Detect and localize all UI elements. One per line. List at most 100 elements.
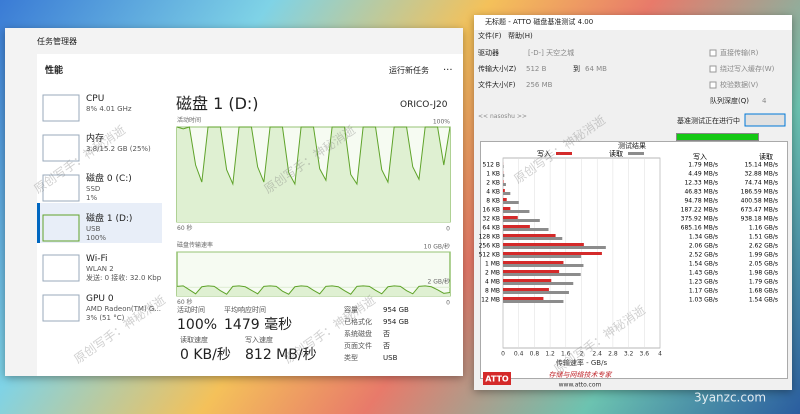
status-text: 基准测试正在进行中 [677, 117, 740, 125]
bar [503, 255, 582, 258]
brand: ATTO [485, 375, 509, 384]
chart-label: 磁盘传输速率 [177, 242, 214, 249]
property-label: 容量 [344, 306, 358, 314]
category-label: 512 B [483, 162, 500, 169]
bar [503, 237, 563, 240]
device-name: 磁盘 1 (D:) [86, 214, 133, 224]
bar [503, 225, 530, 228]
x-axis-label: 60 秒 [177, 225, 193, 232]
field-value: 256 MB [526, 81, 553, 89]
value-label: 74.74 MB/s [744, 180, 778, 187]
bar [503, 261, 564, 264]
legend-swatch [556, 152, 572, 155]
bar [503, 288, 549, 291]
device-info: AMD Radeon(TM) G... [86, 305, 162, 313]
bar [503, 201, 519, 204]
bar [503, 273, 581, 276]
device-name: 内存 [86, 134, 105, 144]
bar [503, 219, 540, 222]
bar [503, 174, 505, 177]
stat-value: 0 KB/秒 [180, 347, 231, 363]
property-label: 页面文件 [344, 342, 372, 350]
x-tick-label: 0 [501, 351, 505, 358]
value-label: 2.05 GB/s [749, 261, 778, 268]
bar [503, 234, 556, 237]
category-label: 2 MB [485, 270, 500, 277]
category-label: 512 KB [479, 252, 500, 259]
device-info: WLAN 2 [86, 265, 114, 273]
bar [503, 216, 518, 219]
watermark: 原创写手：神秘消逝 [281, 293, 378, 366]
value-label: 1.34 GB/s [689, 234, 718, 241]
device-info: USB [86, 225, 101, 233]
device-info: 8% 4.01 GHz [86, 105, 132, 113]
legend-swatch [628, 152, 644, 155]
bar [503, 210, 530, 213]
site-url: 3yanzc.com [694, 391, 766, 405]
menu-item[interactable]: 帮助(H) [508, 32, 533, 40]
x-tick-label: 2 [580, 351, 584, 358]
value-label: 1.17 GB/s [689, 288, 718, 295]
category-label: 128 KB [479, 234, 500, 241]
line [176, 285, 451, 295]
category-label: 8 MB [485, 288, 500, 295]
run-task-button[interactable]: 运行新任务 [389, 66, 429, 75]
value-label: 12.33 MB/s [684, 180, 718, 187]
selected-device [37, 203, 162, 243]
bar [503, 198, 507, 201]
bar [503, 282, 574, 285]
bar [503, 228, 549, 231]
category-label: 4 KB [486, 189, 500, 196]
category-label: 2 KB [486, 180, 500, 187]
field-label: 传输大小(Z) [478, 65, 517, 73]
field-value: [-D-] 天空之城 [528, 49, 575, 57]
menu-item[interactable]: 文件(F) [478, 32, 502, 40]
watermark: 原创写手：神秘消逝 [31, 123, 128, 196]
value-label: 1.23 GB/s [689, 279, 718, 286]
category-label: 64 KB [482, 225, 500, 232]
stat-label: 活动时间 [177, 306, 205, 314]
bar [503, 300, 564, 303]
legend-label: 写入 [537, 150, 551, 158]
brand-box [483, 372, 511, 385]
value-label: 938.18 MB/s [741, 216, 778, 223]
x-axis-label: 传输速率 - GB/s [556, 358, 608, 367]
disk-model: ORICO-J20 [400, 100, 448, 110]
option-label: 直接传输(R) [720, 49, 759, 57]
value-label: 187.22 MB/s [681, 207, 718, 214]
progress-bar [676, 133, 759, 141]
x-tick-label: 2.8 [608, 351, 618, 358]
stat-label: 读取速度 [180, 336, 208, 344]
bar [503, 246, 606, 249]
window-title: 任务管理器 [37, 37, 77, 46]
field-label: 驱动器 [478, 49, 499, 57]
category-label: 256 KB [479, 243, 500, 250]
option-label: 绕过写入缓存(W) [720, 65, 775, 73]
bar [503, 264, 584, 267]
cancel-button-box [744, 113, 786, 127]
bar [503, 270, 560, 273]
value-label: 2.62 GB/s [749, 243, 778, 250]
results-title: 测试结果 [618, 142, 646, 150]
chart-label: 活动时间 [177, 117, 202, 124]
value-label: 2.06 GB/s [689, 243, 718, 250]
more-button[interactable]: ··· [443, 65, 453, 76]
url: www.atto.com [559, 382, 602, 389]
value-label: 1.03 GB/s [689, 297, 718, 304]
field-label: 到 [573, 65, 580, 73]
y-tick-label: 0 [446, 226, 450, 233]
y-tick-label: 10 GB/秒 [424, 243, 450, 251]
column-header: 写入 [693, 153, 707, 161]
y-tick-label: 0 [446, 300, 450, 307]
checkbox [709, 81, 717, 89]
device-thumbnail [42, 134, 80, 162]
property-value: 954 GB [383, 306, 409, 314]
area [177, 285, 450, 296]
property-label: 类型 [344, 354, 358, 362]
x-tick-label: 0.8 [530, 351, 540, 358]
device-info: 100% [86, 234, 107, 242]
checkbox [709, 65, 717, 73]
value-label: 46.83 MB/s [684, 189, 718, 196]
device-thumbnail [42, 174, 80, 202]
category-label: 32 KB [482, 216, 500, 223]
